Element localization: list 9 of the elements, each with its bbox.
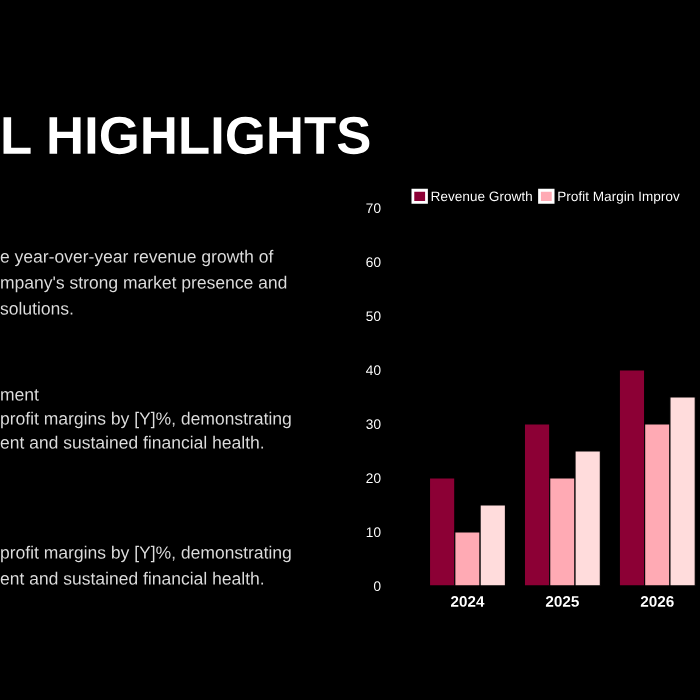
text: profit margins by [Y]%, demonstrating	[1, 411, 291, 429]
text: e year-over-year revenue growth of	[0, 249, 274, 267]
text: profit margins by [Y]%, demonstrating	[1, 545, 291, 563]
text: mpany's strong market presence and	[1, 275, 287, 293]
text: ent and sustained financial health.	[0, 435, 264, 449]
text: ment	[1, 389, 39, 401]
text: solutions.	[0, 301, 73, 315]
chart-title: L HIGHLIGHTS	[3, 116, 370, 155]
text: ent and sustained financial health.	[0, 571, 264, 585]
